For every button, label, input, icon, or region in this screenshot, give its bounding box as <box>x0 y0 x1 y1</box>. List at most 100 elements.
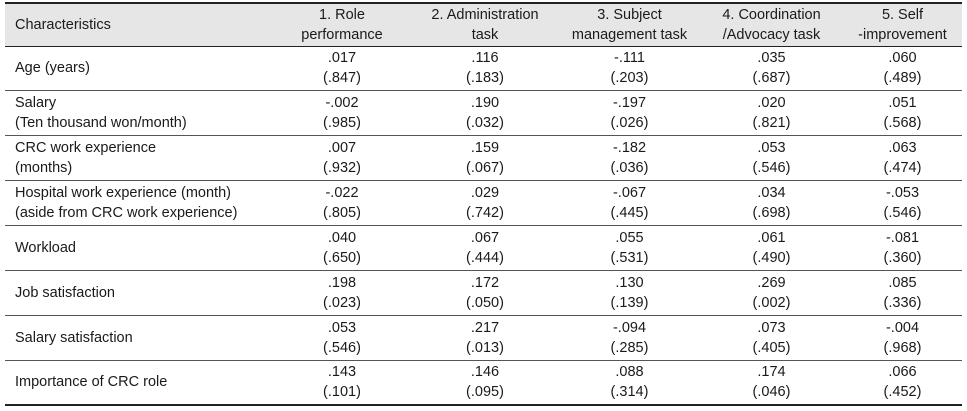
p-value: (.139) <box>610 294 649 311</box>
correlation-value: -.004 <box>885 319 920 336</box>
p-value: (.805) <box>323 205 361 222</box>
correlation-value: .017 <box>327 50 357 67</box>
p-value: (.032) <box>466 115 504 132</box>
p-value: (.360) <box>883 250 922 266</box>
value-cell: .051 (.568) <box>843 90 962 137</box>
table-header: Characteristics 1. Role performance 2. A… <box>5 2 962 47</box>
value-cell: .067 (.444) <box>411 225 559 271</box>
p-value: (.183) <box>466 70 504 87</box>
value-cell: .130 (.139) <box>559 270 700 316</box>
correlation-value: .040 <box>327 230 357 246</box>
correlation-value: .051 <box>888 95 917 112</box>
header-coordination-advocacy-task: 4. Coordination /Advocacy task <box>700 2 843 47</box>
value-cell: .035 (.687) <box>700 46 843 92</box>
p-value: (.698) <box>752 205 791 222</box>
header-line: 1. Role <box>319 6 365 23</box>
header-characteristics-text: Characteristics <box>15 16 111 33</box>
correlation-value: .190 <box>470 95 500 112</box>
p-value: (.687) <box>752 70 791 87</box>
value-cell: -.002 (.985) <box>273 90 411 137</box>
p-value: (.490) <box>752 250 791 266</box>
correlation-table: Characteristics 1. Role performance 2. A… <box>5 2 962 407</box>
value-cell: .055 (.531) <box>559 225 700 271</box>
row-label-cell: Job satisfaction <box>5 270 273 316</box>
correlation-value: .116 <box>471 50 499 67</box>
p-value: (.023) <box>323 294 361 311</box>
p-value: (.026) <box>610 115 649 132</box>
header-line: task <box>471 26 499 43</box>
correlation-value: .159 <box>470 140 500 157</box>
correlation-value: -.081 <box>885 230 920 246</box>
value-cell: .017 (.847) <box>273 46 411 92</box>
correlation-value: .060 <box>888 50 917 67</box>
correlation-value: .088 <box>615 364 644 381</box>
value-cell: .174 (.046) <box>700 360 843 407</box>
p-value: (.445) <box>610 205 649 222</box>
value-cell: -.182 (.036) <box>559 135 700 182</box>
p-value: (.489) <box>883 70 922 87</box>
p-value: (.546) <box>323 339 361 356</box>
correlation-value: .174 <box>757 364 786 381</box>
p-value: (.285) <box>610 339 649 356</box>
correlation-value: -.053 <box>885 185 920 202</box>
p-value: (.444) <box>466 250 504 266</box>
p-value: (.405) <box>752 339 791 356</box>
correlation-value: .029 <box>470 185 500 202</box>
correlation-value: .269 <box>757 274 786 291</box>
p-value: (.002) <box>752 294 791 311</box>
correlation-value: .172 <box>470 274 500 291</box>
table-body: Age (years) .017 (.847) .116 (.183) -.111 (.20… <box>5 46 962 407</box>
header-line: 3. Subject <box>597 6 662 23</box>
table-row: Hospital work experience (month) (aside f… <box>5 180 962 227</box>
correlation-value: .130 <box>615 274 644 291</box>
header-line: 2. Administration <box>431 6 539 23</box>
table-row: CRC work experience (months) .007 (.932) .15… <box>5 135 962 182</box>
correlation-value: .063 <box>888 140 917 157</box>
correlation-value: .053 <box>757 140 786 157</box>
p-value: (.932) <box>323 160 361 177</box>
header-role-performance: 1. Role performance <box>273 2 411 47</box>
row-label: Hospital work experience (month) <box>15 185 231 202</box>
value-cell: -.053 (.546) <box>843 180 962 227</box>
p-value: (.821) <box>752 115 791 132</box>
p-value: (.847) <box>323 70 361 87</box>
value-cell: -.081 (.360) <box>843 225 962 271</box>
table-row: Salary (Ten thousand won/month) -.002 (.985… <box>5 90 962 137</box>
correlation-value: .035 <box>757 50 786 67</box>
row-label-cell: Importance of CRC role <box>5 360 273 407</box>
header-line: management task <box>571 26 688 43</box>
value-cell: .143 (.101) <box>273 360 411 407</box>
p-value: (.013) <box>466 339 504 356</box>
correlation-value: .061 <box>757 230 786 246</box>
p-value: (.452) <box>883 384 922 401</box>
p-value: (.046) <box>752 384 791 401</box>
value-cell: .053 (.546) <box>273 315 411 361</box>
value-cell: .060 (.489) <box>843 46 962 92</box>
value-cell: .190 (.032) <box>411 90 559 137</box>
correlation-value: .066 <box>888 364 917 381</box>
p-value: (.336) <box>883 294 922 311</box>
p-value: (.036) <box>610 160 649 177</box>
value-cell: .088 (.314) <box>559 360 700 407</box>
row-label: Workload <box>15 240 76 256</box>
value-cell: .172 (.050) <box>411 270 559 316</box>
value-cell: .061 (.490) <box>700 225 843 271</box>
p-value: (.050) <box>466 294 504 311</box>
p-value: (.742) <box>466 205 504 222</box>
row-label-cell: Salary (Ten thousand won/month) <box>5 90 273 137</box>
table-row: Age (years) .017 (.847) .116 (.183) -.111 (.20… <box>5 46 962 92</box>
correlation-value: .085 <box>888 274 917 291</box>
value-cell: .007 (.932) <box>273 135 411 182</box>
row-label-cell: Salary satisfaction <box>5 315 273 361</box>
value-cell: .146 (.095) <box>411 360 559 407</box>
row-label: Salary <box>15 95 57 112</box>
correlation-value: .143 <box>327 364 357 381</box>
value-cell: .269 (.002) <box>700 270 843 316</box>
p-value: (.546) <box>883 205 922 222</box>
p-value: (.067) <box>466 160 504 177</box>
row-label-sub: (Ten thousand won/month) <box>15 115 187 132</box>
value-cell: .217 (.013) <box>411 315 559 361</box>
value-cell: .085 (.336) <box>843 270 962 316</box>
correlation-value: .198 <box>327 274 357 291</box>
correlation-value: .053 <box>327 319 357 336</box>
